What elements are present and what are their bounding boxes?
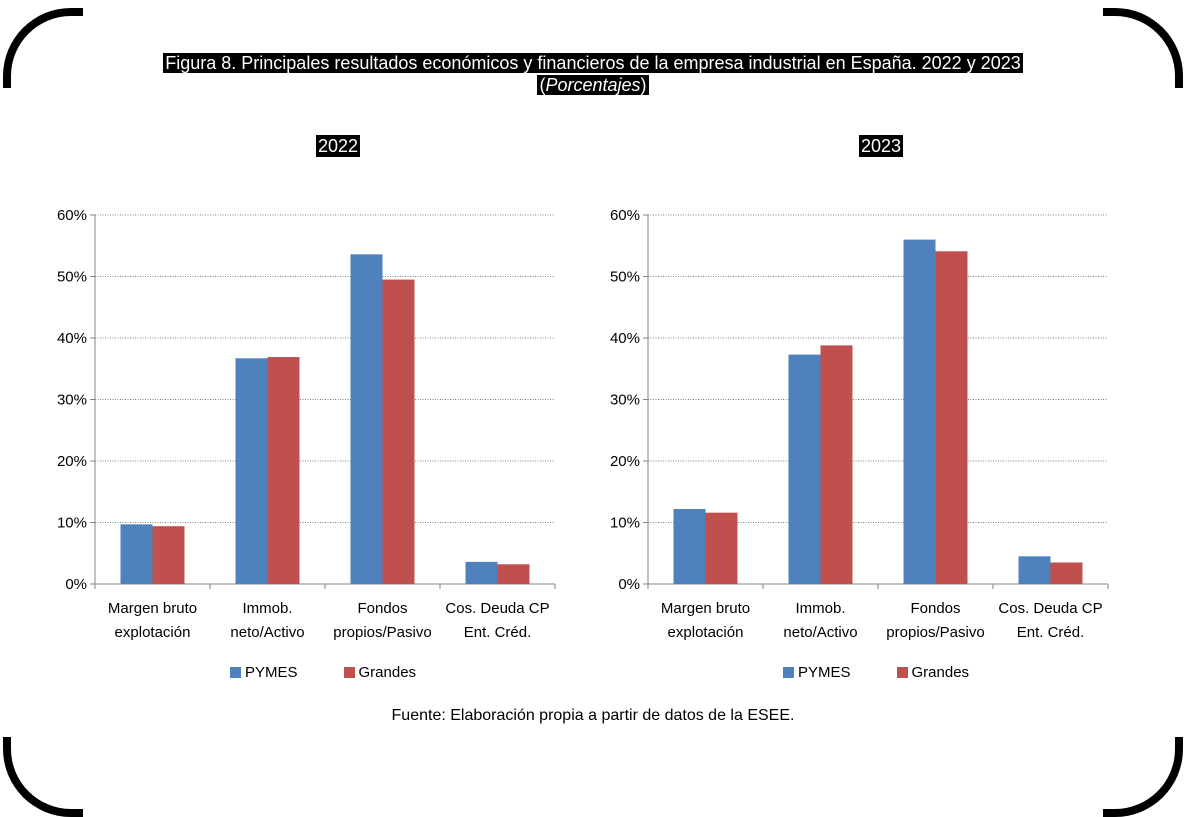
x-category-label: neto/Activo bbox=[783, 624, 857, 641]
y-tick-label: 40% bbox=[610, 330, 640, 347]
x-category-label: Fondos bbox=[910, 600, 960, 617]
x-category-label: Margen bruto bbox=[661, 600, 750, 617]
x-category-label: Cos. Deuda CP bbox=[998, 600, 1102, 617]
bar-pymes bbox=[235, 358, 268, 584]
x-category-label: Margen bruto bbox=[108, 600, 197, 617]
bar-chart-2023: 0% 10% 20% 30% 40% 50% 60% Margen bruto explotac… bbox=[610, 207, 1109, 641]
legend-item-pymes: PYMES bbox=[230, 664, 298, 681]
x-category-label: propios/Pasivo bbox=[886, 624, 984, 641]
frame-corner-bottom-left bbox=[3, 737, 83, 817]
bar-pymes bbox=[673, 508, 706, 584]
figure-title-paren-open: ( bbox=[539, 75, 546, 95]
legend-label-grandes: Grandes bbox=[358, 664, 417, 681]
y-tick-label: 60% bbox=[610, 207, 640, 224]
legend-swatch-grandes bbox=[343, 667, 355, 678]
bar-grandes bbox=[820, 345, 853, 584]
y-tick-label: 50% bbox=[610, 269, 640, 286]
bar-pymes bbox=[350, 254, 383, 585]
bar-pymes bbox=[903, 239, 936, 584]
legend-swatch-pymes bbox=[230, 667, 241, 678]
source-note: Fuente: Elaboración propia a partir de d… bbox=[391, 707, 795, 724]
legend-swatch-grandes bbox=[896, 667, 908, 678]
bar-grandes bbox=[935, 251, 968, 584]
x-category-label: Fondos bbox=[357, 600, 407, 617]
y-tick-label: 20% bbox=[610, 453, 640, 470]
x-category-label: propios/Pasivo bbox=[333, 624, 431, 641]
bar-pymes bbox=[788, 354, 821, 584]
figure-title-line2: (Porcentajes) bbox=[537, 75, 649, 95]
y-tick-label: 30% bbox=[610, 392, 640, 409]
bar-pymes bbox=[120, 524, 153, 584]
y-tick-label: 10% bbox=[610, 515, 640, 532]
bar-pymes bbox=[465, 561, 498, 584]
legend-item-pymes: PYMES bbox=[783, 664, 851, 681]
figure-title-paren-close: ) bbox=[640, 75, 647, 95]
y-tick-label: 60% bbox=[57, 207, 87, 224]
frame-corner-bottom-right bbox=[1103, 737, 1183, 817]
bar-grandes bbox=[152, 526, 185, 584]
legend-item-grandes: Grandes bbox=[896, 664, 970, 681]
legend-label-pymes: PYMES bbox=[798, 664, 851, 681]
bar-chart-2022: 0% 10% 20% 30% 40% 50% 60% Margen bruto explotac… bbox=[57, 207, 556, 641]
bar-grandes bbox=[1050, 562, 1083, 584]
bar-grandes bbox=[705, 512, 738, 584]
y-tick-label: 0% bbox=[65, 576, 87, 593]
bar-grandes bbox=[382, 279, 415, 584]
y-tick-label: 20% bbox=[57, 453, 87, 470]
figure-title: Figura 8. Principales resultados económi… bbox=[0, 52, 1186, 96]
x-category-label: explotación bbox=[115, 624, 191, 641]
bar-grandes bbox=[267, 357, 300, 584]
x-category-label: Immob. bbox=[795, 600, 845, 617]
legend-label-pymes: PYMES bbox=[245, 664, 298, 681]
legend-item-grandes: Grandes bbox=[343, 664, 417, 681]
x-category-label: Ent. Créd. bbox=[464, 624, 532, 641]
legend-2023: PYMES Grandes bbox=[783, 664, 1015, 681]
x-category-label: Cos. Deuda CP bbox=[445, 600, 549, 617]
y-tick-label: 40% bbox=[57, 330, 87, 347]
x-category-label: neto/Activo bbox=[230, 624, 304, 641]
legend-label-grandes: Grandes bbox=[911, 664, 970, 681]
y-tick-label: 0% bbox=[618, 576, 640, 593]
x-category-label: Ent. Créd. bbox=[1017, 624, 1085, 641]
legend-swatch-pymes bbox=[783, 667, 794, 678]
x-category-label: Immob. bbox=[242, 600, 292, 617]
chart-title-2023: 2023 bbox=[859, 135, 904, 157]
y-tick-label: 50% bbox=[57, 269, 87, 286]
legend-2022: PYMES Grandes bbox=[230, 664, 462, 681]
bar-grandes bbox=[497, 564, 530, 584]
chart-title-2022: 2022 bbox=[316, 135, 361, 157]
y-tick-label: 10% bbox=[57, 515, 87, 532]
x-category-label: explotación bbox=[668, 624, 744, 641]
figure-title-units: Porcentajes bbox=[545, 75, 641, 95]
figure-title-line1: Figura 8. Principales resultados económi… bbox=[163, 53, 1023, 73]
y-tick-label: 30% bbox=[57, 392, 87, 409]
bar-pymes bbox=[1018, 556, 1051, 584]
